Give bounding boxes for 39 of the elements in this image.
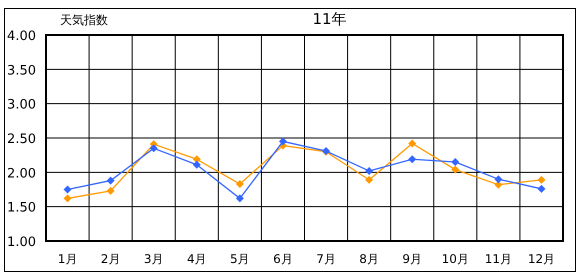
x-tick-label: 5月: [230, 252, 250, 266]
x-tick-label: 3月: [144, 252, 164, 266]
point: [236, 180, 244, 188]
y-tick-label: 3.50: [7, 63, 36, 78]
point: [106, 176, 115, 185]
point: [236, 194, 244, 202]
point: [451, 166, 460, 174]
y-tick-label: 2.00: [7, 166, 36, 182]
x-tick-label: 6月: [273, 252, 293, 266]
point: [365, 176, 374, 184]
x-tick-label: 10月: [442, 252, 469, 266]
x-tick-label: 1月: [58, 252, 78, 266]
point: [408, 139, 416, 148]
y-tick-label: 4.00: [7, 29, 36, 44]
point: [278, 137, 287, 146]
point: [408, 155, 416, 164]
y-tick-label: 2.50: [7, 132, 36, 147]
x-tick-label: 8月: [359, 252, 379, 266]
x-tick-label: 12月: [528, 252, 556, 266]
x-tick-label: 7月: [316, 252, 336, 266]
y-axis-title: 天気指数: [60, 13, 108, 27]
x-tick-label: 4月: [186, 252, 207, 266]
point: [365, 166, 374, 175]
point: [537, 184, 546, 193]
y-tick-label: 3.00: [7, 98, 36, 113]
chart-title: 11年: [312, 10, 347, 28]
point: [192, 160, 201, 169]
x-tick-label: 2月: [100, 252, 120, 266]
point: [106, 186, 115, 195]
point: [64, 186, 72, 194]
point: [494, 175, 502, 184]
point: [451, 158, 460, 166]
x-tick-label: 11月: [484, 252, 512, 266]
point: [64, 194, 72, 202]
y-tick-label: 1.50: [7, 200, 36, 216]
point: [537, 176, 546, 184]
y-tick-label: 1.00: [7, 235, 36, 250]
x-tick-label: 9月: [402, 252, 422, 266]
point: [150, 144, 158, 152]
